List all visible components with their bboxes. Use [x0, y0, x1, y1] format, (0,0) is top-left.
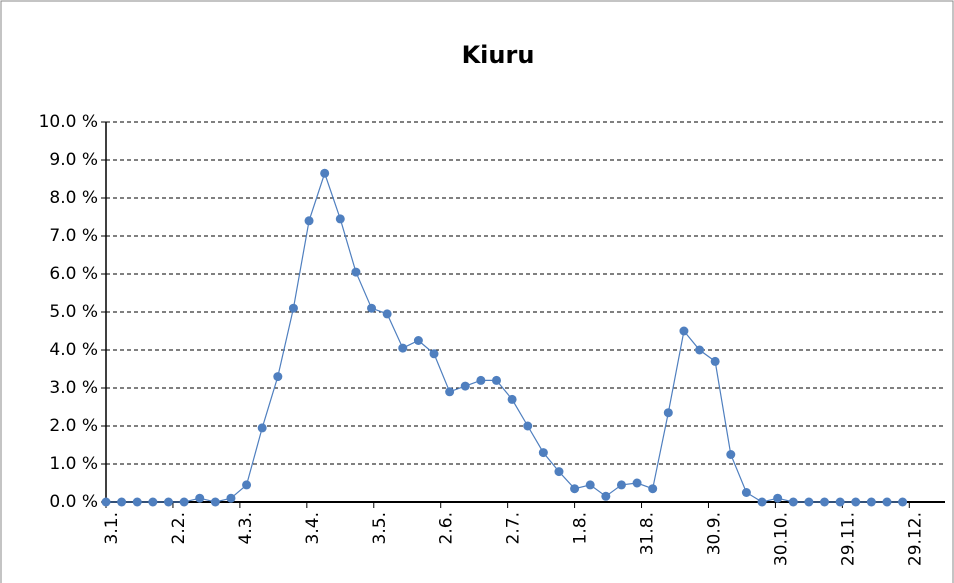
x-tick-label: 3.5. — [370, 512, 390, 544]
chart-title: Kiuru — [462, 41, 535, 69]
data-point — [382, 309, 392, 319]
data-point — [148, 497, 158, 507]
data-point — [538, 448, 548, 458]
y-tick-label: 3.0 % — [49, 378, 98, 398]
data-point — [413, 336, 423, 345]
data-point — [335, 214, 345, 224]
data-point — [851, 497, 861, 507]
y-tick-label: 9.0 % — [49, 150, 98, 170]
x-tick-label: 30.10. — [771, 512, 791, 566]
data-point — [788, 497, 798, 507]
data-point — [257, 423, 267, 433]
data-point — [695, 345, 705, 355]
data-point — [585, 480, 595, 490]
y-tick-label: 4.0 % — [49, 340, 98, 360]
y-tick-label: 7.0 % — [49, 226, 98, 246]
data-point — [351, 267, 361, 277]
x-tick-label: 2.7. — [504, 512, 524, 544]
data-point — [163, 497, 173, 507]
y-tick-label: 5.0 % — [49, 302, 98, 322]
x-tick-label: 30.9. — [704, 512, 724, 555]
x-tick-label: 2.2. — [169, 512, 189, 544]
data-point — [632, 478, 642, 488]
data-point — [773, 493, 783, 503]
data-point — [554, 467, 564, 477]
data-point — [757, 497, 767, 507]
y-tick-label: 6.0 % — [49, 264, 98, 284]
x-tick-label: 29.11. — [838, 512, 858, 566]
data-point — [288, 303, 298, 313]
data-point — [117, 497, 127, 507]
data-point — [820, 497, 830, 507]
y-tick-label: 0.0 % — [49, 492, 98, 512]
data-point — [398, 343, 408, 353]
data-point — [663, 408, 673, 418]
data-point — [726, 450, 736, 459]
x-tick-label: 1.8. — [571, 512, 591, 544]
y-tick-label: 1.0 % — [49, 454, 98, 474]
data-point — [741, 488, 751, 497]
x-tick-label: 31.8. — [638, 512, 658, 555]
data-point — [429, 349, 439, 359]
data-point — [601, 491, 611, 501]
x-tick-label: 3.4. — [303, 512, 323, 544]
data-point — [882, 497, 892, 507]
data-point — [242, 480, 252, 490]
x-tick-label: 3.1. — [102, 512, 122, 544]
data-point — [132, 497, 142, 507]
data-point — [648, 484, 658, 494]
data-point — [523, 421, 533, 431]
data-point — [507, 394, 517, 404]
data-point — [491, 375, 501, 385]
data-point — [179, 497, 189, 507]
data-point — [898, 497, 908, 507]
data-point — [616, 480, 626, 490]
data-point — [866, 497, 876, 507]
data-point — [476, 375, 486, 385]
data-point — [804, 497, 814, 507]
data-point — [367, 303, 377, 313]
y-tick-label: 10.0 % — [39, 112, 98, 132]
data-point — [460, 381, 470, 391]
data-point — [226, 493, 236, 503]
y-tick-label: 8.0 % — [49, 188, 98, 208]
data-point — [320, 168, 330, 178]
y-tick-label: 2.0 % — [49, 416, 98, 436]
data-point — [210, 497, 220, 507]
data-point — [835, 497, 845, 507]
data-point — [710, 356, 720, 366]
data-point — [273, 372, 283, 382]
series-line — [106, 171, 903, 503]
x-tick-label: 29.12. — [905, 512, 925, 566]
data-point — [101, 497, 111, 507]
data-point — [570, 484, 580, 494]
data-point — [304, 216, 314, 226]
x-tick-label: 2.6. — [437, 512, 457, 544]
data-point — [679, 326, 689, 336]
data-point — [195, 493, 205, 503]
x-tick-label: 4.3. — [236, 512, 256, 544]
data-point — [445, 387, 455, 397]
